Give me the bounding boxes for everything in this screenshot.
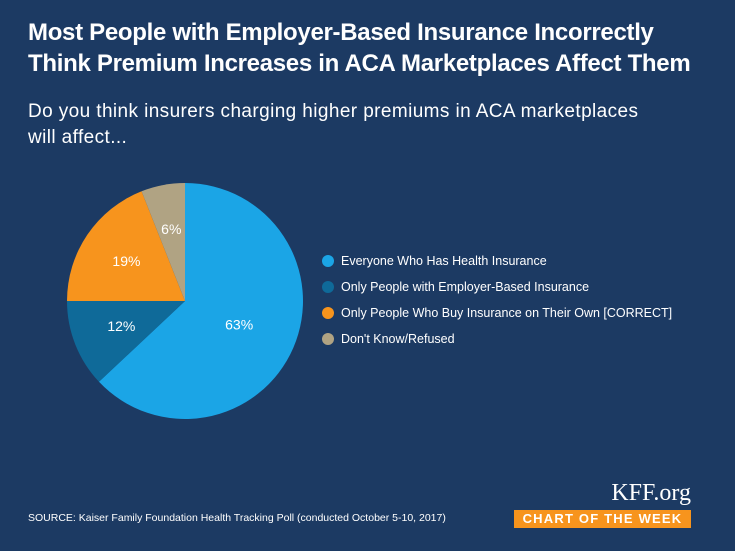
legend-label-1: Only People with Employer-Based Insuranc… [341, 280, 590, 294]
legend-label-2: Only People Who Buy Insurance on Their O… [341, 306, 673, 320]
legend-swatch-2 [322, 307, 334, 319]
pie-label-2: 19% [112, 253, 140, 269]
title-line-1: Most People with Employer-Based Insuranc… [28, 19, 654, 46]
chart-legend: Everyone Who Has Health Insurance Only Pe… [322, 248, 672, 352]
legend-item-1: Only People with Employer-Based Insuranc… [322, 274, 672, 300]
subtitle-line-1: Do you think insurers charging higher pr… [28, 101, 639, 122]
legend-swatch-1 [322, 281, 334, 293]
title-line-2: Think Premium Increases in ACA Marketpla… [28, 50, 691, 77]
pie-label-0: 63% [225, 316, 253, 332]
brand-logo: KFF.org [611, 480, 691, 506]
legend-swatch-0 [322, 255, 334, 267]
pie-label-3: 6% [161, 221, 181, 237]
legend-swatch-3 [322, 333, 334, 345]
legend-item-2: Only People Who Buy Insurance on Their O… [322, 300, 672, 326]
chart-subtitle: Do you think insurers charging higher pr… [28, 99, 708, 151]
source-note: SOURCE: Kaiser Family Foundation Health … [28, 512, 446, 524]
legend-label-0: Everyone Who Has Health Insurance [341, 254, 547, 268]
legend-label-3: Don't Know/Refused [341, 332, 455, 346]
chart-title: Most People with Employer-Based Insuranc… [28, 17, 718, 79]
pie-slice-1 [67, 301, 185, 382]
legend-item-3: Don't Know/Refused [322, 326, 672, 352]
legend-item-0: Everyone Who Has Health Insurance [322, 248, 672, 274]
pie-slice-2 [67, 191, 185, 301]
pie-chart: 63% 12% 19% 6% [67, 183, 303, 419]
pie-label-1: 12% [107, 318, 135, 334]
subtitle-line-2: will affect... [28, 127, 128, 148]
chart-of-the-week-badge: CHART OF THE WEEK [514, 510, 691, 528]
pie-slice-3 [141, 183, 185, 301]
pie-slice-0 [98, 183, 303, 419]
